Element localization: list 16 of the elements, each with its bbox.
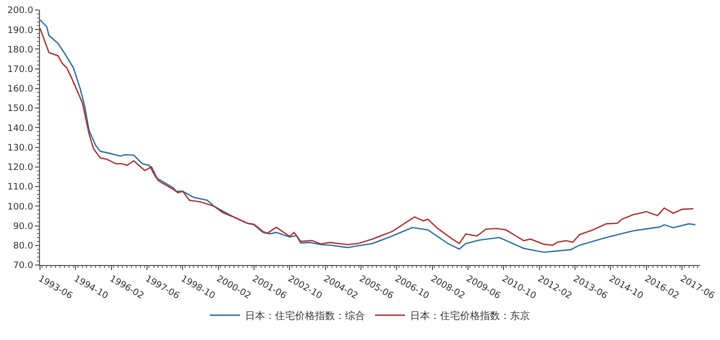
y-tick-label: 160.0 [7,84,34,95]
y-tick-label: 120.0 [7,163,34,174]
y-tick-label: 100.0 [7,202,34,212]
y-tick-label: 90.0 [13,222,34,232]
legend-label: 日本：住宅价格指数：东京 [410,310,530,322]
y-tick-label: 180.0 [7,45,34,56]
y-tick-label: 140.0 [7,124,34,134]
y-tick-label: 130.0 [7,143,34,154]
y-tick-label: 110.0 [7,182,34,193]
legend-label: 日本：住宅价格指数：综合 [245,310,365,322]
y-tick-label: 190.0 [7,26,34,36]
y-tick-label: 200.0 [7,6,34,16]
y-tick-label: 170.0 [7,65,34,75]
y-tick-label: 150.0 [7,104,34,114]
y-tick-label: 80.0 [13,242,34,252]
y-tick-label: 70.0 [13,261,34,272]
